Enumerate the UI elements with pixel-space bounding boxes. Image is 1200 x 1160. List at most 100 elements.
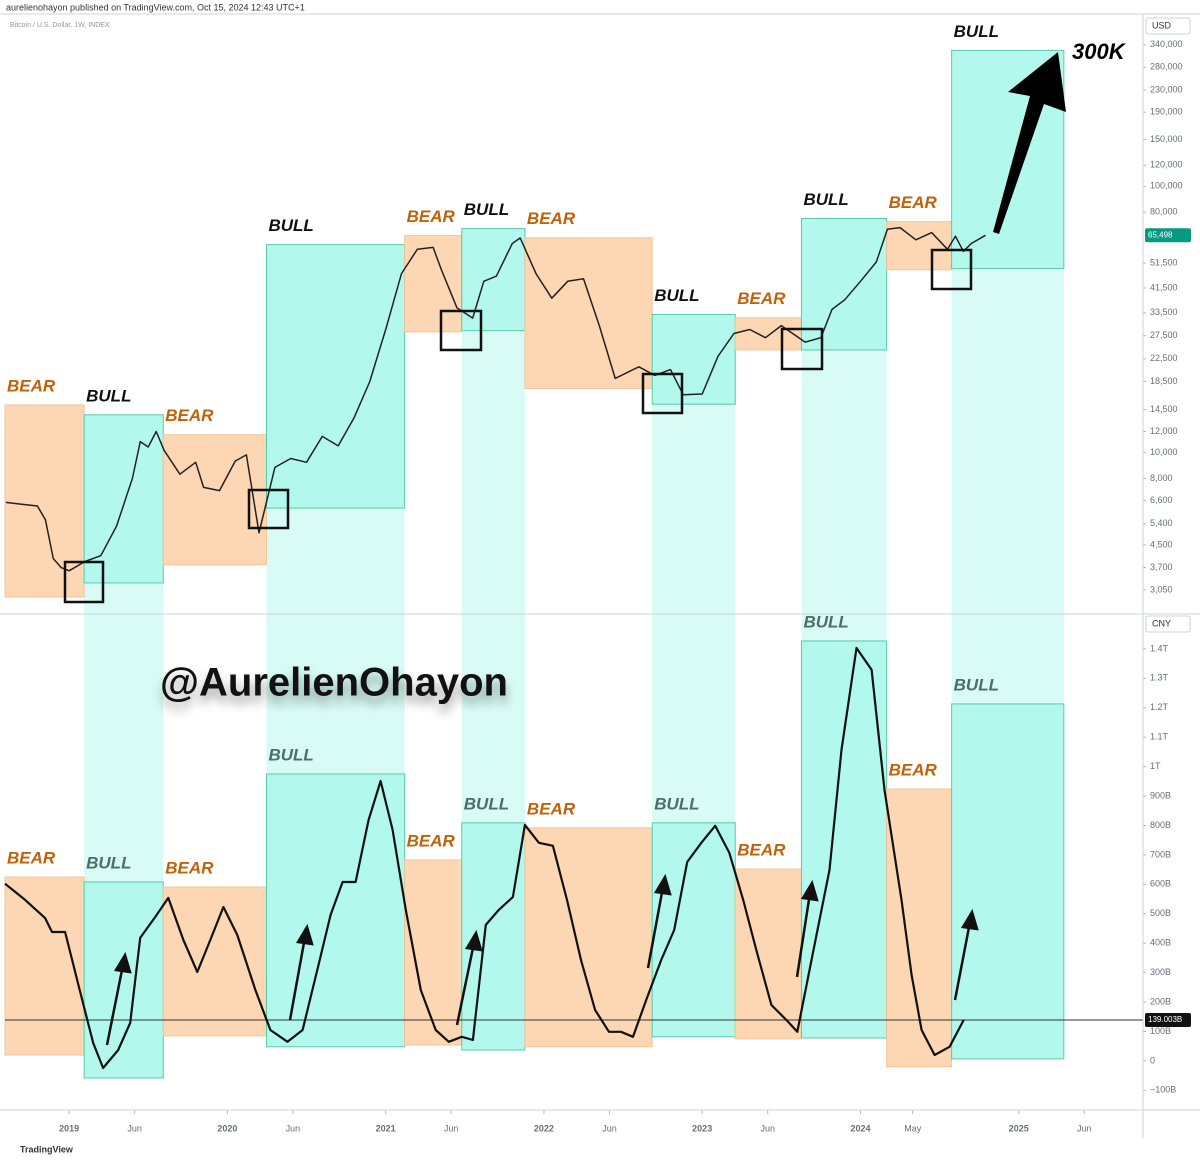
entry-box (780, 327, 824, 371)
zone (800, 640, 888, 1039)
zone-label: BULL (954, 675, 999, 694)
zone-label: BULL (803, 612, 848, 631)
zone-label: BEAR (165, 406, 214, 425)
trend-arrow (953, 921, 972, 1001)
zone-connector (266, 508, 405, 774)
zone-label: BEAR (737, 841, 786, 860)
x-tick-label: Jun (444, 1123, 459, 1133)
zone-label: BEAR (889, 193, 938, 212)
y-tick-label: 200B (1150, 996, 1171, 1006)
y-tick-label: 1.2T (1150, 702, 1169, 712)
zone (951, 703, 1065, 1060)
current-box (1145, 1013, 1191, 1028)
y-tick-label: 900B (1150, 790, 1171, 800)
zone (162, 886, 267, 1037)
footer-logo: TradingView (20, 1144, 74, 1154)
y-tick-label: 27,500 (1150, 330, 1178, 340)
zone-label: BULL (654, 794, 699, 813)
zone-label: BULL (464, 200, 509, 219)
zone-label: BULL (268, 216, 313, 235)
trend-arrow (455, 942, 476, 1026)
y-tick-label: 600B (1150, 879, 1171, 889)
arrow-head (464, 929, 483, 952)
zone-connector (461, 330, 525, 823)
zone-label: BULL (654, 286, 699, 305)
zone (265, 773, 406, 1048)
zone-label: BEAR (407, 831, 456, 850)
byline: aurelienohayon published on TradingView.… (6, 2, 305, 12)
y-tick-label: 280,000 (1150, 62, 1183, 72)
decorations: 300K @AurelienOhayon (63, 39, 1127, 1046)
arrow-head (113, 951, 132, 974)
x-tick-label: Jun (127, 1123, 142, 1133)
y-tick-label: 340,000 (1150, 39, 1183, 49)
zone (524, 237, 653, 390)
zone-label: BULL (268, 745, 313, 764)
x-tick-label: 2022 (534, 1123, 554, 1133)
zone (886, 788, 953, 1068)
y-tick-label: 33,500 (1150, 307, 1178, 317)
y-tick-label: 4,500 (1150, 539, 1173, 549)
x-tick-label: 2025 (1009, 1123, 1029, 1133)
bands (84, 268, 1064, 882)
y-tick-label: 100B (1150, 1026, 1171, 1036)
trend-arrow (795, 892, 812, 978)
y-tick-label: 1.1T (1150, 732, 1169, 742)
watermark: @AurelienOhayon (160, 661, 508, 705)
y-tick-label: 12,000 (1150, 426, 1178, 436)
zone-label: BEAR (527, 799, 576, 818)
series-name: Bitcoin / U.S. Dollar, 1W, INDEX (10, 22, 110, 29)
zone (162, 434, 267, 566)
y-tick-label: 100,000 (1150, 181, 1183, 191)
y-tick-label: 230,000 (1150, 84, 1183, 94)
entry-box (930, 248, 973, 291)
series-line (4, 646, 965, 1070)
zone-label: BEAR (7, 848, 56, 867)
x-tick-label: 2020 (217, 1123, 237, 1133)
target-arrow (993, 52, 1066, 234)
zone-label: BEAR (889, 760, 938, 779)
zone-label: BEAR (7, 376, 56, 395)
zone-label: BULL (86, 853, 131, 872)
zone-label: BULL (86, 386, 131, 405)
unit-box (1145, 615, 1191, 633)
zone-connector (801, 349, 887, 641)
y-tick-label: 22,500 (1150, 353, 1178, 363)
x-tick-label: 2023 (692, 1123, 712, 1133)
y-tick-label: 3,700 (1150, 562, 1173, 572)
target-label: 300K (1072, 39, 1127, 64)
plot: BEAR BULL BEAR BULL BEAR BULL BEAR BULL BEAR BULL… (4, 22, 1191, 1133)
current-label: 139.003B (1148, 1015, 1182, 1024)
unit-box (1145, 17, 1191, 35)
zone (404, 235, 463, 333)
zone (4, 876, 85, 1056)
zone-label: BEAR (407, 207, 456, 226)
x-tick-label: Jun (602, 1123, 617, 1133)
x-tick-label: Jun (1077, 1123, 1092, 1133)
zone (461, 228, 526, 332)
y-tick-label: 700B (1150, 849, 1171, 859)
y-tick-label: 120,000 (1150, 160, 1183, 170)
y-tick-label: 190,000 (1150, 106, 1183, 116)
zone-connector (84, 582, 164, 882)
y-tick-label: 51,500 (1150, 257, 1178, 267)
y-tick-label: 1T (1150, 761, 1161, 771)
x-tick-label: 2021 (376, 1123, 396, 1133)
entry-box (247, 488, 290, 530)
zone (734, 868, 802, 1040)
x-tick-label: 2019 (59, 1123, 79, 1133)
arrow-head (960, 908, 979, 931)
current-label: 65,498 (1148, 230, 1173, 239)
zone (524, 827, 653, 1048)
zone (651, 314, 736, 405)
trend-arrow (105, 964, 125, 1046)
zone (265, 244, 406, 509)
y-tick-label: 800B (1150, 820, 1171, 830)
zone-label: BULL (464, 794, 509, 813)
arrow-head (295, 923, 314, 946)
series-line (5, 226, 986, 572)
arrow-head (800, 879, 819, 902)
y-tick-label: 400B (1150, 938, 1171, 948)
y-tick-label: 500B (1150, 908, 1171, 918)
